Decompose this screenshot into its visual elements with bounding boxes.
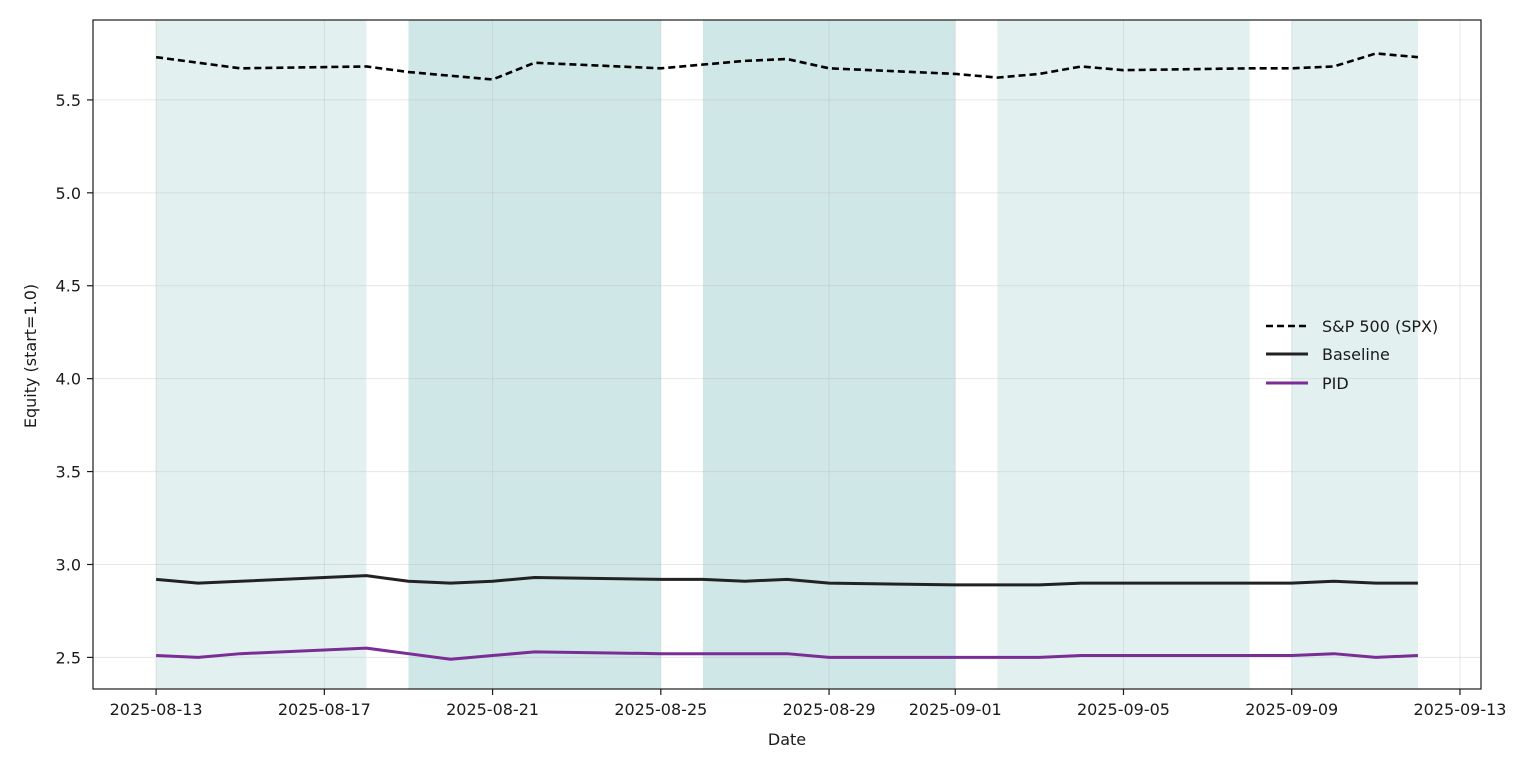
y-tick-label: 3.5 [56, 463, 81, 482]
x-tick-label: 2025-09-01 [909, 700, 1002, 719]
legend-label-spx: S&P 500 (SPX) [1322, 317, 1438, 336]
y-tick-label: 3.0 [56, 555, 81, 574]
x-axis-label: Date [768, 730, 806, 749]
x-tick-label: 2025-08-13 [110, 700, 203, 719]
legend-label-pid: PID [1322, 374, 1349, 393]
shaded-region-1 [156, 20, 367, 689]
y-tick-label: 5.0 [56, 184, 81, 203]
series-line-pid [156, 646, 1418, 661]
x-axis-ticks: 2025-08-13 2025-08-17 2025-08-21 2025-08-25… [110, 689, 1506, 719]
series-line-s-p-500-spx [155, 52, 1419, 81]
shaded-regions [156, 20, 1418, 689]
x-tick-label: 2025-09-09 [1245, 700, 1338, 719]
y-tick-label: 4.5 [56, 277, 81, 296]
plot-frame [92, 19, 1482, 690]
x-tick-label: 2025-08-17 [278, 700, 371, 719]
x-tick-label: 2025-08-25 [614, 700, 707, 719]
shaded-region-4 [997, 20, 1250, 689]
y-tick-label: 5.5 [56, 91, 81, 110]
shaded-region-2 [408, 20, 661, 689]
x-tick-label: 2025-08-21 [446, 700, 539, 719]
shaded-region-5 [1291, 20, 1418, 689]
legend: S&P 500 (SPX) Baseline PID [1266, 317, 1438, 393]
y-axis-label: Equity (start=1.0) [21, 284, 40, 428]
y-tick-label: 2.5 [56, 648, 81, 667]
x-tick-label: 2025-08-29 [783, 700, 876, 719]
x-tick-label: 2025-09-13 [1413, 700, 1506, 719]
shaded-region-3 [702, 20, 956, 689]
legend-label-baseline: Baseline [1322, 345, 1390, 364]
y-axis-ticks: 2.5 3.0 3.5 4.0 4.5 5.0 5.5 [56, 91, 93, 667]
x-tick-label: 2025-09-05 [1077, 700, 1170, 719]
series-layer [155, 52, 1419, 661]
series-line-baseline [155, 574, 1418, 587]
y-tick-label: 4.0 [56, 370, 81, 389]
grid-lines [93, 20, 1481, 689]
